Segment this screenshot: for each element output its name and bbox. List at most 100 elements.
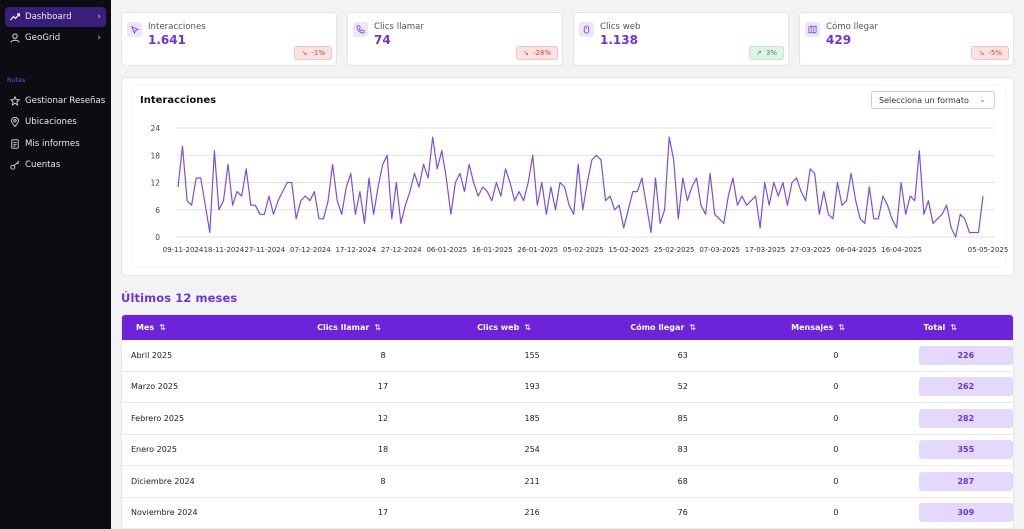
cell-total: 226 [918, 345, 1013, 365]
cell-mes: Febrero 2025 [131, 413, 185, 423]
cell-llamar: 12 [377, 413, 389, 423]
arrow-down-icon: ↘ [301, 49, 308, 57]
x-tick-label: 26-01-2025 [517, 246, 558, 254]
cell-llegar: 85 [677, 413, 688, 423]
cell-total: 262 [918, 377, 1013, 397]
cell-mensajes: 0 [833, 382, 839, 392]
series-line-interacciones [177, 136, 984, 238]
sidebar-item-dashboard[interactable]: Dashboard › [5, 7, 106, 27]
col-como-llegar[interactable]: Cómo llegar ⇅ [531, 323, 696, 332]
col-label: Mes [136, 323, 155, 332]
section-title: Últimos 12 meses [121, 291, 238, 305]
stat-card-como-llegar: Cómo llegar 429 ↘ -5% [799, 12, 1014, 66]
arrow-down-icon: ↘ [523, 49, 529, 57]
document-icon [10, 139, 20, 149]
cell-web: 185 [524, 413, 540, 423]
cell-web: 254 [524, 445, 540, 455]
stat-value: 74 [374, 33, 391, 47]
cell-mensajes: 0 [833, 413, 839, 423]
x-tick-label: 18-11-2024 [204, 246, 245, 254]
cell-web: 193 [524, 382, 540, 392]
cell-mes: Abril 2025 [131, 350, 173, 360]
cell-mensajes: 0 [833, 476, 839, 486]
sidebar-item-label: Dashboard [25, 12, 72, 22]
x-tick-label: 15-02-2025 [608, 246, 649, 254]
col-label: Mensajes [791, 323, 834, 332]
col-mensajes[interactable]: Mensajes ⇅ [696, 323, 845, 332]
sidebar-item-cuentas[interactable]: Cuentas [5, 155, 106, 177]
x-tick-label: 17-03-2025 [745, 246, 786, 254]
y-tick-label: 0 [155, 233, 160, 242]
change-badge: ↘ -1% [294, 46, 332, 60]
sidebar-item-resenas[interactable]: Gestionar Reseñas [5, 90, 106, 112]
col-label: Clics web [477, 323, 520, 332]
section-label: Rutas [7, 76, 26, 84]
col-label: Clics llamar [317, 323, 370, 332]
y-tick-label: 18 [150, 151, 160, 160]
col-clics-web[interactable]: Clics web ⇅ [381, 323, 531, 332]
cell-web: 211 [524, 476, 540, 486]
sidebar-item-label: GeoGrid [25, 33, 61, 43]
cell-llegar: 52 [677, 382, 688, 392]
cell-mes: Enero 2025 [131, 445, 177, 455]
x-tick-label: 17-12-2024 [335, 246, 376, 254]
cell-mes: Noviembre 2024 [131, 508, 198, 518]
sort-icon: ⇅ [524, 323, 531, 332]
cell-llegar: 63 [677, 350, 688, 360]
sidebar-item-label: Ubicaciones [25, 117, 77, 128]
sidebar-routes: Gestionar Reseñas Ubicaciones Mis inform… [0, 90, 111, 176]
table-row: Enero 2025 18 254 83 0 355 [122, 435, 1013, 466]
stat-title: Interacciones [148, 22, 206, 32]
cell-mensajes: 0 [833, 350, 839, 360]
sort-icon: ⇅ [159, 323, 166, 332]
table-row: Marzo 2025 17 193 52 0 262 [122, 372, 1013, 403]
stat-title: Clics web [600, 22, 641, 32]
sidebar-item-informes[interactable]: Mis informes [5, 133, 106, 155]
chevron-right-icon: › [97, 12, 101, 22]
x-tick-label: 16-04-2025 [881, 246, 922, 254]
chart-title: Interacciones [140, 95, 217, 106]
cell-llegar: 68 [677, 476, 688, 486]
key-icon [10, 160, 20, 170]
cell-total: 355 [918, 440, 1013, 460]
col-clics-llamar[interactable]: Clics llamar ⇅ [218, 323, 381, 332]
sidebar-item-geogrid[interactable]: GeoGrid › [5, 28, 106, 48]
cell-llegar: 76 [677, 508, 688, 518]
arrow-down-icon: ↘ [978, 49, 985, 57]
chart-panel [132, 86, 1005, 266]
cell-total: 282 [918, 408, 1013, 428]
cell-web: 155 [524, 350, 540, 360]
cell-total: 287 [918, 471, 1013, 491]
cell-mes: Marzo 2025 [131, 382, 179, 392]
sidebar-item-label: Gestionar Reseñas [25, 95, 106, 106]
x-tick-label: 27-12-2024 [381, 246, 422, 254]
sidebar-item-ubicaciones[interactable]: Ubicaciones [5, 112, 106, 134]
stat-value: 1.641 [148, 33, 186, 47]
x-tick-label: 09-11-2024 [163, 246, 204, 254]
pin-icon [10, 117, 20, 128]
stat-value: 1.138 [600, 33, 638, 47]
col-label: Cómo llegar [630, 323, 685, 332]
map-icon [805, 22, 820, 37]
col-mes[interactable]: Mes ⇅ [122, 323, 218, 332]
cell-mes: Diciembre 2024 [131, 476, 195, 486]
phone-icon [353, 22, 368, 37]
stat-title: Clics llamar [374, 22, 424, 32]
cell-mensajes: 0 [833, 445, 839, 455]
cell-total: 309 [918, 503, 1013, 523]
x-tick-label: 07-12-2024 [290, 246, 331, 254]
y-tick-label: 6 [155, 206, 160, 215]
format-select-label: Selecciona un formato [879, 95, 969, 105]
cell-llamar: 8 [380, 476, 386, 486]
change-badge: ↗ 3% [749, 46, 784, 60]
sidebar-top: Dashboard › GeoGrid › [0, 0, 111, 48]
col-total[interactable]: Total ⇅ [845, 323, 957, 332]
table-row: Diciembre 2024 8 211 68 0 287 [122, 466, 1013, 498]
user-icon [10, 33, 20, 43]
y-tick-label: 24 [150, 124, 160, 133]
stat-title: Cómo llegar [826, 22, 878, 32]
format-select[interactable]: Selecciona un formato ⌄ [871, 91, 995, 109]
stat-value: 429 [826, 33, 852, 47]
x-tick-label: 05-05-2025 [968, 246, 1009, 254]
cell-llamar: 17 [377, 382, 389, 392]
